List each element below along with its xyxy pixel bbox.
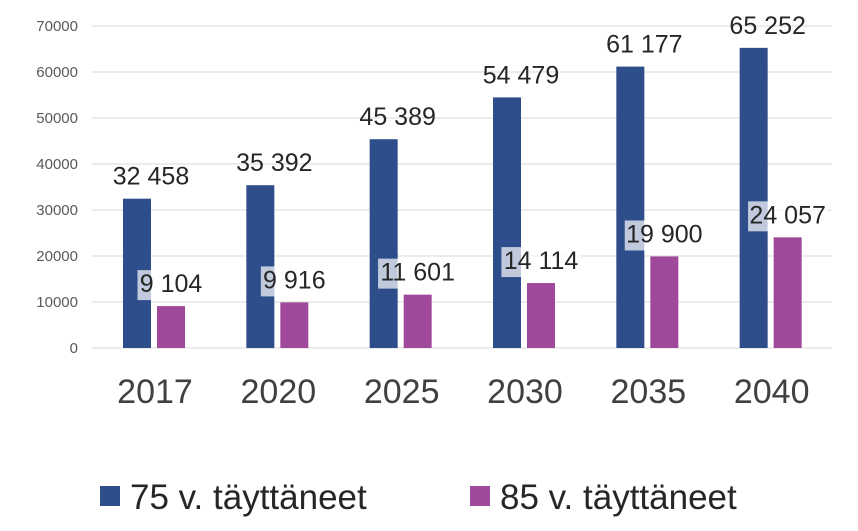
- data-label: 19 900: [626, 220, 702, 248]
- data-label-background: [624, 220, 704, 251]
- y-tick-label: 20000: [36, 248, 78, 265]
- bar: [369, 139, 398, 348]
- legend-swatch: [100, 486, 120, 506]
- data-label-background: [137, 270, 205, 301]
- data-label: 9 104: [140, 270, 203, 298]
- y-tick-label: 0: [70, 340, 78, 357]
- x-tick-label: 2035: [611, 373, 687, 411]
- data-label: 24 057: [749, 201, 825, 229]
- y-tick-label: 30000: [36, 202, 78, 219]
- data-label: 9 916: [263, 266, 326, 294]
- bar: [403, 294, 432, 348]
- bar: [527, 283, 555, 348]
- bar: [157, 306, 185, 348]
- data-label: 61 177: [606, 31, 682, 59]
- y-tick-label: 40000: [36, 156, 78, 173]
- legend-label: 85 v. täyttäneet: [500, 478, 737, 517]
- grid-lines: [92, 25, 832, 349]
- x-axis-ticks: 2017 2020 2025 2030 2035 2040: [117, 373, 809, 411]
- y-axis-ticks: 0 10000 20000 30000 40000 50000 60000 70000: [36, 18, 78, 357]
- bar: [280, 302, 309, 348]
- data-label: 32 458: [113, 163, 189, 191]
- bar: [739, 47, 768, 349]
- bars: [123, 47, 802, 349]
- data-label-background: [748, 201, 828, 232]
- bar: [616, 66, 645, 348]
- data-labels: 32 458 35 392 45 389 54 479 61 177 65 252 9 10…: [113, 12, 828, 301]
- data-label: 54 479: [483, 61, 559, 89]
- x-tick-label: 2020: [241, 373, 317, 411]
- legend-label: 75 v. täyttäneet: [130, 478, 367, 517]
- bar: [773, 237, 802, 348]
- data-label: 14 114: [504, 247, 579, 275]
- y-tick-label: 50000: [36, 110, 78, 127]
- y-tick-label: 60000: [36, 64, 78, 81]
- y-tick-label: 70000: [36, 18, 78, 35]
- data-label: 11 601: [380, 259, 455, 287]
- y-tick-label: 10000: [36, 294, 78, 311]
- bar: [493, 97, 521, 348]
- x-tick-label: 2017: [117, 373, 193, 411]
- data-label-background: [378, 258, 458, 289]
- data-label-background: [501, 247, 581, 278]
- data-label: 65 252: [729, 12, 805, 40]
- data-label: 35 392: [236, 149, 312, 177]
- x-tick-label: 2030: [487, 373, 563, 411]
- data-label: 45 389: [359, 103, 435, 131]
- data-label-background: [260, 266, 328, 297]
- x-tick-label: 2025: [364, 373, 440, 411]
- x-tick-label: 2040: [734, 373, 810, 411]
- bar: [650, 256, 679, 348]
- legend: 75 v. täyttäneet 85 v. täyttäneet: [100, 478, 737, 517]
- legend-swatch: [470, 486, 490, 506]
